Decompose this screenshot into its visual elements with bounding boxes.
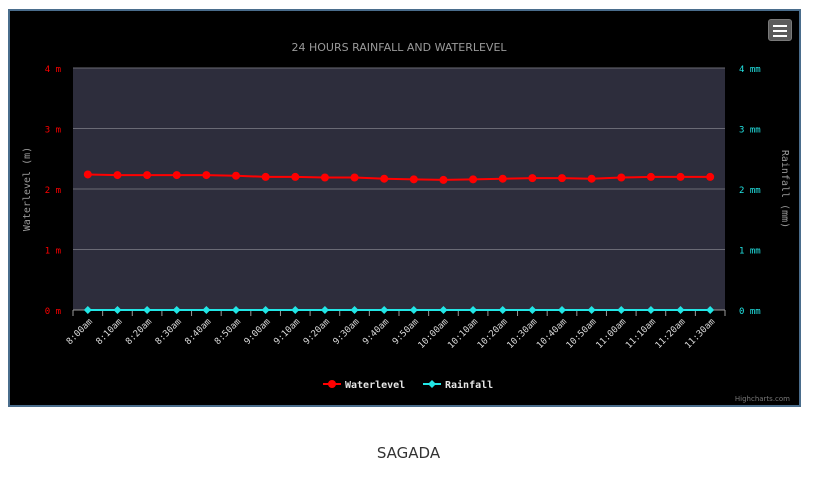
y-left-tick-label: 3 m <box>45 126 61 136</box>
data-point-waterlevel <box>439 175 448 184</box>
data-point-rainfall <box>676 306 685 314</box>
data-point-rainfall <box>113 306 122 314</box>
x-tick-label: 9:00am <box>243 317 273 347</box>
x-tick-label: 10:10am <box>446 317 480 351</box>
x-tick-label: 8:40am <box>183 317 213 347</box>
data-point-waterlevel <box>469 175 478 184</box>
legend-marker-rainfall <box>428 380 436 388</box>
data-point-rainfall <box>617 306 626 314</box>
data-point-rainfall <box>587 306 596 314</box>
legend-item-rainfall[interactable]: Rainfall <box>445 379 493 391</box>
data-point-rainfall <box>498 306 507 314</box>
data-point-rainfall <box>528 306 537 314</box>
data-point-waterlevel <box>232 171 240 180</box>
data-point-waterlevel <box>587 174 596 183</box>
data-point-rainfall <box>143 306 152 314</box>
series-line-waterlevel <box>87 173 711 181</box>
credits-link[interactable]: Highcharts.com <box>735 395 790 403</box>
data-point-rainfall <box>202 306 211 314</box>
data-point-rainfall <box>261 306 270 314</box>
chart-menu-button[interactable] <box>768 19 792 41</box>
y-left-tick-label: 2 m <box>45 186 61 196</box>
x-tick-label: 10:40am <box>535 317 569 351</box>
data-point-rainfall <box>439 306 448 314</box>
x-tick-label: 8:10am <box>95 317 125 347</box>
data-point-rainfall <box>320 306 329 314</box>
y-left-axis-title: Waterlevel (m) <box>22 147 33 231</box>
hamburger-menu-icon <box>773 25 787 27</box>
legend-item-waterlevel[interactable]: Waterlevel <box>345 380 405 391</box>
y-right-tick-label: 0 mm <box>739 307 761 317</box>
data-point-waterlevel <box>558 174 566 183</box>
data-point-waterlevel <box>202 171 211 180</box>
data-point-rainfall <box>380 306 389 314</box>
x-tick-label: 8:30am <box>154 317 184 347</box>
x-tick-label: 9:40am <box>361 317 391 347</box>
y-right-tick-label: 1 mm <box>739 247 761 257</box>
y-right-tick-label: 2 mm <box>739 186 761 196</box>
data-point-waterlevel <box>676 172 685 181</box>
data-point-waterlevel <box>291 172 300 181</box>
y-right-tick-label: 3 mm <box>739 126 761 136</box>
y-left-tick-label: 1 m <box>45 247 61 257</box>
chart-title: 24 HOURS RAINFALL AND WATERLEVEL <box>291 41 507 54</box>
data-point-rainfall <box>409 306 418 314</box>
data-point-waterlevel <box>143 171 152 180</box>
data-point-rainfall <box>291 306 300 314</box>
data-point-rainfall <box>232 306 240 314</box>
data-point-waterlevel <box>320 173 329 182</box>
data-point-rainfall <box>83 306 92 314</box>
data-point-waterlevel <box>409 175 418 184</box>
x-tick-label: 11:00am <box>594 317 628 351</box>
x-tick-label: 10:20am <box>476 317 510 351</box>
data-point-rainfall <box>469 306 478 314</box>
x-tick-label: 8:00am <box>65 317 95 347</box>
data-point-rainfall <box>706 306 715 314</box>
data-point-rainfall <box>350 306 359 314</box>
data-point-waterlevel <box>261 172 270 181</box>
data-point-waterlevel <box>113 171 122 180</box>
data-point-waterlevel <box>706 172 715 181</box>
x-tick-label: 9:30am <box>332 317 362 347</box>
data-point-rainfall <box>558 306 566 314</box>
x-tick-label: 8:20am <box>124 317 154 347</box>
data-point-rainfall <box>172 306 181 314</box>
data-point-waterlevel <box>83 170 92 179</box>
data-point-waterlevel <box>617 173 626 182</box>
data-point-waterlevel <box>380 174 389 183</box>
data-point-waterlevel <box>646 172 655 181</box>
x-tick-label: 11:30am <box>683 317 717 351</box>
legend-marker-waterlevel <box>328 380 336 388</box>
chart-container: 24 HOURS RAINFALL AND WATERLEVEL 0 m 0 mm 1… <box>8 9 801 407</box>
chart-svg: 24 HOURS RAINFALL AND WATERLEVEL 0 m 0 mm 1… <box>22 41 790 403</box>
x-tick-label: 9:50am <box>391 317 421 347</box>
x-tick-label: 10:00am <box>417 317 451 351</box>
x-tick-label: 11:10am <box>624 317 658 351</box>
station-caption: SAGADA <box>376 444 441 462</box>
x-tick-label: 11:20am <box>654 317 688 351</box>
data-point-rainfall <box>646 306 655 314</box>
x-tick-label: 9:10am <box>272 317 302 347</box>
y-right-axis-title: Rainfall (mm) <box>779 150 790 228</box>
y-left-tick-label: 4 m <box>45 65 61 75</box>
x-tick-label: 9:20am <box>302 317 332 347</box>
x-tick-label: 10:50am <box>565 317 599 351</box>
y-left-tick-label: 0 m <box>45 307 61 317</box>
data-point-waterlevel <box>350 173 359 182</box>
x-tick-label: 8:50am <box>213 317 243 347</box>
data-point-waterlevel <box>498 174 507 183</box>
y-right-tick-label: 4 mm <box>739 65 761 75</box>
data-point-waterlevel <box>528 174 537 183</box>
data-point-waterlevel <box>172 171 181 180</box>
x-tick-label: 10:30am <box>506 317 540 351</box>
